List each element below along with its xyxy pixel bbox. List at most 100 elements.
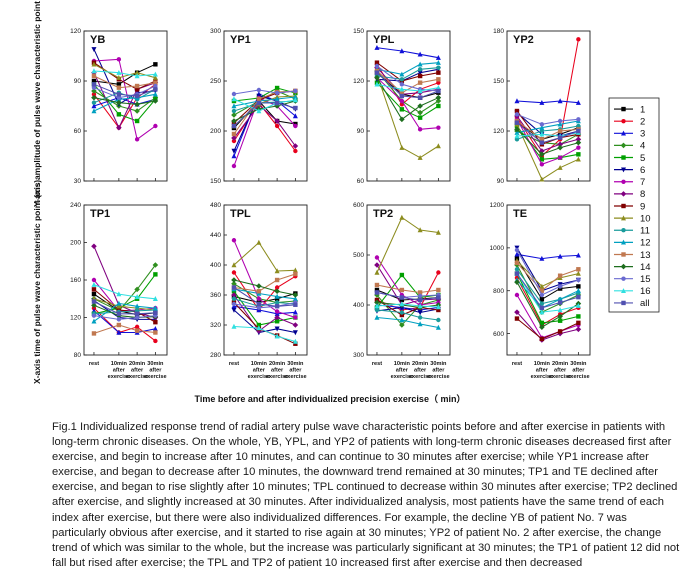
data-point-10 — [399, 144, 405, 150]
data-point-3 — [116, 329, 122, 335]
data-point-12 — [557, 296, 563, 302]
data-point-all — [399, 93, 405, 99]
data-point-11 — [274, 300, 280, 305]
data-point-14 — [399, 116, 405, 123]
data-point-all — [557, 300, 563, 305]
series-line-9 — [376, 299, 439, 316]
data-point-11 — [91, 100, 97, 105]
data-point-11 — [399, 310, 405, 315]
data-point-8 — [116, 124, 122, 131]
data-point-5 — [557, 318, 563, 323]
x-tick-label: 30min after exercise — [427, 361, 449, 380]
series-line-13 — [376, 284, 439, 294]
y-tick-label: 150 — [210, 178, 221, 185]
chart-panel-yp1: YP1 150 200 250 300 — [210, 28, 308, 185]
legend-label: 8 — [640, 189, 645, 200]
series-line-13 — [233, 273, 296, 292]
data-point-12 — [91, 318, 97, 324]
data-point-6 — [417, 310, 423, 316]
data-point-all — [91, 299, 97, 304]
data-point-5 — [274, 85, 280, 91]
data-point-10 — [231, 262, 237, 268]
series-line-10 — [376, 74, 439, 159]
data-point-2 — [274, 123, 280, 129]
data-point-12 — [274, 293, 280, 299]
plot-frame — [83, 30, 168, 182]
data-point-10 — [399, 214, 405, 220]
series-line-15 — [233, 301, 296, 309]
data-point-8 — [575, 136, 582, 143]
data-point-8 — [514, 309, 520, 315]
legend-swatch-marker — [621, 276, 626, 281]
series-line-5 — [233, 290, 296, 326]
y-tick-label: 360 — [210, 292, 221, 299]
data-point-13 — [116, 85, 122, 90]
y-tick-label: 60 — [357, 178, 365, 185]
data-point-16 — [116, 69, 122, 75]
data-point-2 — [153, 338, 158, 344]
data-point-10 — [417, 154, 423, 160]
data-point-16 — [539, 131, 545, 137]
data-point-9 — [134, 87, 140, 92]
x-tick-label-line: after — [131, 368, 144, 374]
data-point-15 — [399, 82, 405, 87]
series-line-8 — [516, 115, 579, 152]
data-point-8 — [292, 143, 299, 149]
data-point-16 — [91, 68, 97, 74]
figure-caption: Fig.1 Individualized response trend of r… — [52, 421, 680, 569]
series-line-15 — [376, 65, 439, 92]
legend-box — [608, 97, 660, 313]
legend-swatch-marker — [621, 179, 626, 184]
data-point-14 — [374, 74, 380, 81]
data-point-all — [134, 93, 140, 99]
chart-title: TP2 — [373, 208, 393, 220]
legend-swatch-marker — [621, 203, 626, 209]
data-point-3 — [539, 99, 545, 105]
data-point-1 — [153, 62, 158, 67]
series-line-2 — [93, 83, 156, 129]
data-point-1 — [576, 284, 581, 289]
data-point-9 — [399, 312, 405, 318]
legend-swatch-marker — [621, 239, 626, 245]
data-point-4 — [91, 88, 97, 94]
x-tick-label-line: exercise — [567, 374, 589, 380]
series-line-7 — [376, 257, 439, 306]
data-point-11 — [539, 128, 545, 134]
data-point-10 — [134, 69, 140, 75]
series-line-9 — [516, 318, 579, 340]
data-point-12 — [152, 305, 158, 311]
data-point-10 — [374, 269, 380, 275]
data-point-15 — [514, 112, 520, 117]
legend-swatch-marker — [621, 252, 626, 257]
data-point-13 — [153, 80, 158, 85]
x-tick-label-line: 30min — [287, 361, 304, 367]
y-tick-label: 90 — [357, 128, 365, 135]
series-line-16 — [93, 70, 156, 77]
data-point-15 — [91, 313, 97, 318]
data-point-2 — [293, 148, 298, 154]
data-point-11 — [576, 123, 581, 129]
data-point-13 — [399, 90, 405, 95]
x-tick-label-line: after — [253, 368, 266, 374]
data-point-6 — [91, 47, 97, 53]
data-point-all — [274, 100, 280, 106]
y-tick-label: 120 — [70, 315, 81, 322]
data-point-1 — [374, 287, 380, 293]
series-line-6 — [376, 306, 439, 314]
data-point-all — [417, 95, 423, 100]
legend-swatch-marker — [621, 155, 626, 160]
y-tick-label: 600 — [493, 331, 504, 338]
data-point-all — [231, 285, 237, 290]
data-point-2 — [91, 305, 97, 311]
data-point-5 — [436, 103, 441, 109]
data-point-10 — [575, 270, 581, 276]
series-line-14 — [233, 279, 296, 296]
data-point-14 — [274, 288, 280, 295]
data-point-3 — [91, 103, 97, 109]
data-point-13 — [539, 137, 545, 142]
data-point-7 — [576, 145, 581, 150]
legend-swatch-marker — [621, 118, 626, 124]
series-line-14 — [516, 128, 579, 155]
